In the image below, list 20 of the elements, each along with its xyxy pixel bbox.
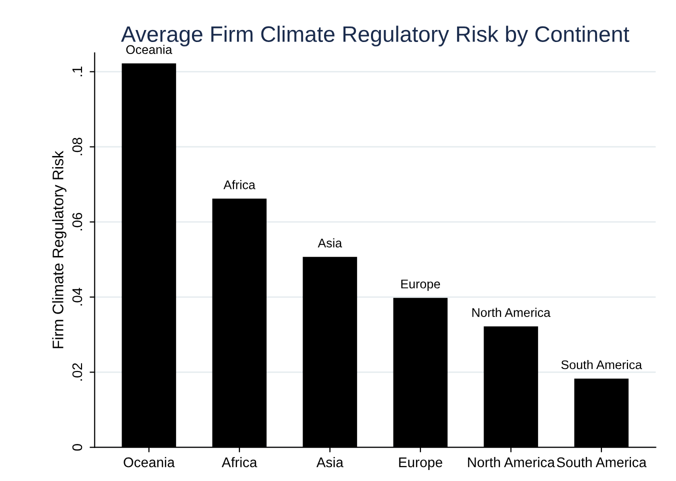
x-tick-label: Europe — [399, 458, 442, 470]
x-tick-label: South America — [556, 457, 647, 468]
x-tick-label: Oceania — [124, 457, 175, 468]
annotation: Europe — [401, 280, 440, 291]
annotation: South America — [561, 360, 642, 370]
x-tick-label: Asia — [316, 457, 344, 468]
annotation: Asia — [318, 238, 342, 248]
y-tick-label: 0 — [72, 444, 82, 451]
y-tick-label: .1 — [72, 66, 82, 76]
y-tick-label: .06 — [72, 212, 82, 230]
x-tick-label: Africa — [222, 457, 258, 468]
y-tick-label: .04 — [72, 288, 82, 306]
chart-title: Average Firm Climate Regulatory Risk by Continent — [121, 26, 630, 46]
y-tick-label: .08 — [72, 138, 82, 156]
x-tick-label: North America — [468, 457, 555, 468]
annotation: Africa — [223, 180, 256, 190]
y-axis-title: Firm Climate Regulatory Risk — [52, 150, 66, 348]
y-tick-label: .02 — [72, 363, 82, 381]
annotation: North America — [472, 308, 551, 317]
annotation: Oceania — [126, 44, 172, 54]
